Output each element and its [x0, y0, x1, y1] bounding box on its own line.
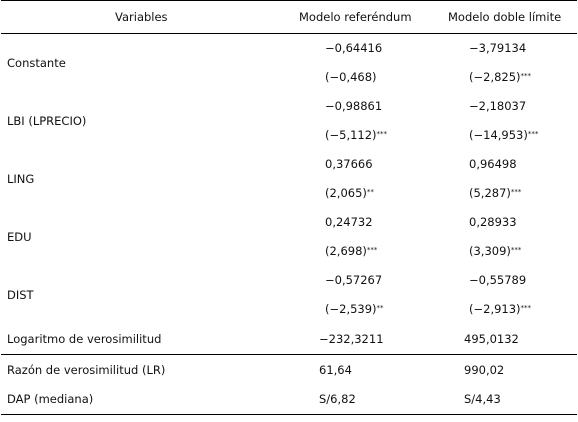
- double-bound-coefficient: −3,79134: [469, 40, 527, 55]
- table-row: LING 0,37666 0,96498: [1, 150, 577, 186]
- double-bound-t-stat-cell: (−2,913)***: [440, 294, 577, 324]
- double-bound-t-stat: (5,287): [469, 185, 511, 200]
- variable-label: LBI (LPRECIO): [7, 113, 87, 128]
- double-bound-t-stat-cell: (−14,953)***: [440, 120, 577, 150]
- table-row: DIST −0,57267 −0,55789: [1, 266, 577, 302]
- double-bound-significance: ***: [527, 129, 539, 138]
- referendum-t-stat-cell: (−2,539)**: [291, 294, 440, 324]
- double-bound-summary-value: 495,0132: [440, 323, 577, 355]
- referendum-coefficient: 0,24732: [325, 214, 373, 229]
- header-row: Variables Modelo referéndum Modelo doble…: [1, 0, 577, 34]
- referendum-t-stat-cell: (2,065)**: [291, 178, 440, 208]
- variable-label: DIST: [7, 287, 34, 302]
- variable-label: LING: [7, 171, 35, 186]
- double-bound-coefficient: −0,55789: [469, 272, 527, 287]
- variable-label: Constante: [7, 55, 66, 70]
- referendum-coefficient: −0,64416: [325, 40, 383, 55]
- summary-label: Logaritmo de verosimilitud: [1, 323, 291, 355]
- referendum-coefficient: −0,98861: [325, 98, 383, 113]
- summary-row-dap-median: DAP (mediana) S/6,82 S/4,43: [1, 384, 577, 415]
- double-bound-significance: ***: [510, 245, 522, 254]
- table-row: EDU 0,24732 0,28933: [1, 208, 577, 244]
- table-row: (−0,468) (−2,825)***: [1, 62, 577, 92]
- summary-row-log-likelihood: Logaritmo de verosimilitud −232,3211 495…: [1, 323, 577, 355]
- double-bound-t-stat-cell: (5,287)***: [440, 178, 577, 208]
- double-bound-significance: ***: [520, 71, 532, 80]
- referendum-t-stat: (2,065): [325, 185, 367, 200]
- table-row: Constante −0,64416 −3,79134: [1, 34, 577, 70]
- referendum-coefficient: 0,37666: [325, 156, 373, 171]
- referendum-significance: ***: [366, 245, 378, 254]
- referendum-summary-value: 61,64: [319, 362, 352, 377]
- referendum-t-stat: (−0,468): [325, 69, 377, 84]
- double-bound-coefficient: 0,28933: [469, 214, 517, 229]
- referendum-t-stat-cell: (−5,112)***: [291, 120, 440, 150]
- header-double-bound-model: Modelo doble límite: [440, 0, 577, 34]
- table-row: (2,698)*** (3,309)***: [1, 236, 577, 266]
- referendum-t-stat: (−5,112): [325, 127, 377, 142]
- header-referendum-model: Modelo referéndum: [291, 0, 440, 34]
- double-bound-coefficient: −2,18037: [469, 98, 527, 113]
- table-body: Constante −0,64416 −3,79134 (−0,468) (−2…: [1, 34, 577, 415]
- double-bound-t-stat: (3,309): [469, 243, 511, 258]
- referendum-summary-value: −232,3211: [291, 323, 440, 355]
- summary-label: DAP (mediana): [1, 384, 291, 415]
- header-variables: Variables: [1, 0, 291, 34]
- table-row: LBI (LPRECIO) −0,98861 −2,18037: [1, 92, 577, 128]
- referendum-summary-value: S/6,82: [291, 384, 440, 415]
- double-bound-significance: ***: [520, 303, 532, 312]
- double-bound-t-stat: (−14,953): [469, 127, 528, 142]
- referendum-t-stat: (−2,539): [325, 301, 377, 316]
- double-bound-t-stat-cell: (−2,825)***: [440, 62, 577, 92]
- referendum-coefficient: −0,57267: [325, 272, 383, 287]
- double-bound-summary-value: 990,02: [464, 362, 505, 377]
- referendum-significance: ***: [376, 129, 388, 138]
- referendum-significance: **: [366, 187, 374, 196]
- double-bound-summary-value: S/4,43: [440, 384, 577, 415]
- summary-label: Razón de verosimilitud (LR): [7, 362, 166, 377]
- table-row: (−5,112)*** (−14,953)***: [1, 120, 577, 150]
- double-bound-t-stat: (−2,913): [469, 301, 521, 316]
- referendum-t-stat-cell: (2,698)***: [291, 236, 440, 266]
- summary-row-likelihood-ratio: Razón de verosimilitud (LR) 61,64 990,02: [1, 355, 577, 385]
- referendum-t-stat: (2,698): [325, 243, 367, 258]
- double-bound-significance: ***: [510, 187, 522, 196]
- table-row: (2,065)** (5,287)***: [1, 178, 577, 208]
- referendum-significance: **: [376, 303, 384, 312]
- referendum-t-stat-cell: (−0,468): [291, 62, 440, 92]
- double-bound-coefficient: 0,96498: [469, 156, 517, 171]
- double-bound-t-stat-cell: (3,309)***: [440, 236, 577, 266]
- table-row: (−2,539)** (−2,913)***: [1, 294, 577, 324]
- variable-label: EDU: [7, 229, 32, 244]
- double-bound-t-stat: (−2,825): [469, 69, 521, 84]
